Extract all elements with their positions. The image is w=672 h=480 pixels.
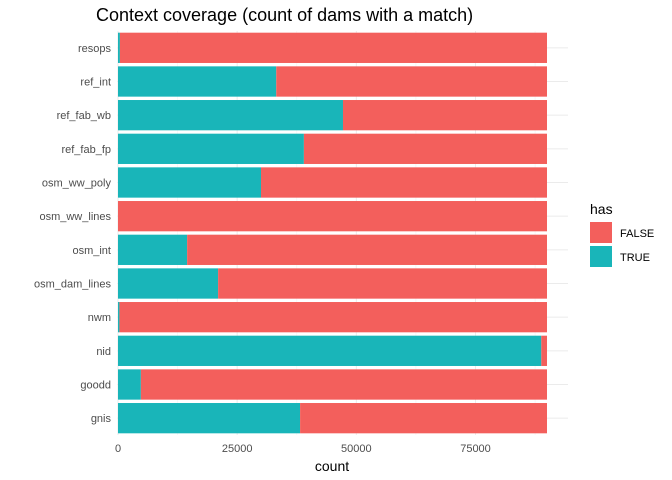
category-label: goodd (80, 380, 111, 392)
bar-osm_ww_lines-false (118, 201, 547, 232)
bar-goodd-true (118, 369, 141, 400)
legend-label-true: TRUE (620, 252, 650, 264)
bar-osm_ww_poly-true (118, 167, 261, 198)
x-tick-label: 25000 (222, 443, 253, 455)
bar-gnis-true (118, 403, 301, 434)
bar-gnis-false (300, 403, 547, 434)
x-tick-label: 50000 (341, 443, 372, 455)
legend: has FALSE TRUE (590, 201, 654, 267)
category-label: nid (96, 346, 111, 358)
chart-title: Context coverage (count of dams with a m… (96, 5, 473, 25)
category-labels: resops ref_int ref_fab_wb ref_fab_fp osm_ww_… (34, 43, 112, 425)
bar-resops-false (119, 32, 547, 63)
bar-nid-true (118, 335, 542, 366)
bar-osm_dam_lines-true (118, 268, 219, 299)
category-label: ref_fab_wb (57, 110, 111, 122)
bar-resops-true (118, 32, 120, 63)
bar-osm_int-true (118, 234, 188, 265)
category-label: osm_ww_poly (42, 178, 112, 190)
category-label: resops (78, 43, 112, 55)
category-label: osm_ww_lines (39, 211, 111, 223)
bars (118, 32, 548, 434)
bar-ref_int-false (276, 66, 547, 97)
bar-osm_int-false (187, 234, 547, 265)
category-label: gnis (91, 413, 112, 425)
bar-ref_fab_fp-false (303, 133, 547, 164)
bar-osm_ww_poly-false (261, 167, 547, 198)
legend-label-false: FALSE (620, 228, 654, 240)
category-label: osm_int (72, 245, 111, 257)
x-tick-labels: 0 25000 50000 75000 (115, 443, 491, 455)
category-label: ref_int (80, 77, 111, 89)
bar-nwm-false (119, 302, 548, 333)
bar-goodd-false (140, 369, 547, 400)
legend-title: has (590, 201, 613, 217)
category-label: osm_dam_lines (34, 279, 112, 291)
bar-ref_fab_wb-true (118, 100, 343, 131)
bar-nid-false (541, 335, 547, 366)
legend-key-false (590, 222, 612, 243)
bar-ref_fab_fp-true (118, 133, 304, 164)
legend-key-true (590, 246, 612, 267)
bar-osm_dam_lines-false (218, 268, 547, 299)
category-label: nwm (88, 312, 111, 324)
x-axis-title: count (315, 458, 349, 474)
category-label: ref_fab_fp (61, 144, 111, 156)
bar-ref_fab_wb-false (342, 100, 547, 131)
x-tick-label: 75000 (460, 443, 491, 455)
x-tick-label: 0 (115, 443, 121, 455)
bar-nwm-true (118, 302, 120, 333)
bar-ref_int-true (118, 66, 277, 97)
